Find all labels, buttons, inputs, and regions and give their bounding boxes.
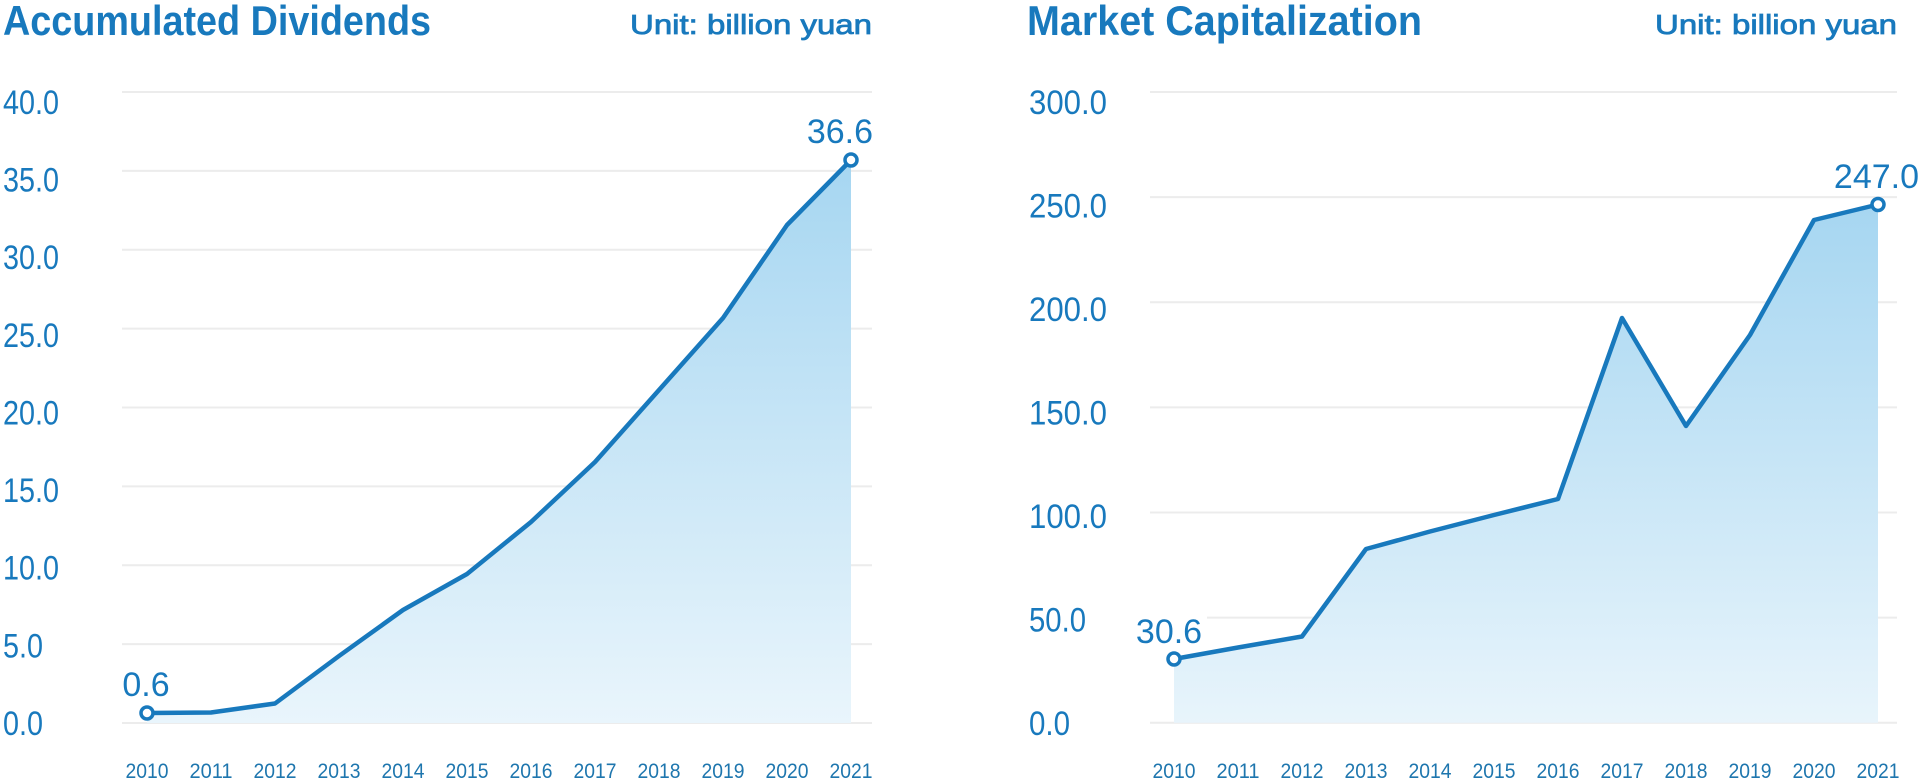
svg-text:2016: 2016 [510,760,553,780]
svg-text:30.6: 30.6 [1136,613,1202,651]
svg-text:Unit: billion yuan: Unit: billion yuan [630,9,872,40]
svg-text:25.0: 25.0 [3,317,59,355]
svg-text:30.0: 30.0 [3,239,59,277]
svg-text:2017: 2017 [1601,760,1644,780]
svg-text:40.0: 40.0 [3,84,59,122]
svg-text:2019: 2019 [1729,760,1772,780]
svg-text:2017: 2017 [574,760,617,780]
svg-text:2020: 2020 [766,760,809,780]
svg-text:0.0: 0.0 [1029,705,1070,743]
svg-text:2010: 2010 [1153,760,1196,780]
svg-text:247.0: 247.0 [1834,158,1919,196]
svg-text:2019: 2019 [702,760,745,780]
svg-text:35.0: 35.0 [3,162,59,200]
svg-text:Accumulated Dividends: Accumulated Dividends [3,0,431,44]
svg-text:2020: 2020 [1793,760,1836,780]
svg-text:300.0: 300.0 [1029,84,1107,122]
svg-text:2016: 2016 [1537,760,1580,780]
svg-text:2015: 2015 [1473,760,1516,780]
svg-text:2021: 2021 [1857,760,1900,780]
svg-text:36.6: 36.6 [807,113,873,151]
svg-text:Unit: billion yuan: Unit: billion yuan [1655,9,1897,40]
svg-text:2018: 2018 [638,760,681,780]
svg-text:200.0: 200.0 [1029,291,1107,329]
svg-text:2018: 2018 [1665,760,1708,780]
svg-text:0.6: 0.6 [122,666,169,704]
svg-text:150.0: 150.0 [1029,394,1107,432]
svg-text:Market Capitalization: Market Capitalization [1027,0,1422,44]
svg-text:2015: 2015 [446,760,489,780]
svg-text:2012: 2012 [254,760,297,780]
svg-text:2011: 2011 [190,760,233,780]
svg-text:100.0: 100.0 [1029,498,1107,536]
svg-text:20.0: 20.0 [3,394,59,432]
svg-text:250.0: 250.0 [1029,188,1107,226]
svg-text:2014: 2014 [1409,760,1452,780]
svg-text:5.0: 5.0 [3,627,43,665]
svg-text:2013: 2013 [1345,760,1388,780]
svg-text:2011: 2011 [1217,760,1260,780]
svg-text:50.0: 50.0 [1029,601,1086,639]
svg-text:15.0: 15.0 [3,472,59,510]
svg-text:2021: 2021 [830,760,873,780]
svg-text:2014: 2014 [382,760,425,780]
svg-text:10.0: 10.0 [3,550,59,588]
svg-text:2012: 2012 [1281,760,1324,780]
svg-text:0.0: 0.0 [3,705,43,743]
svg-text:2013: 2013 [318,760,361,780]
svg-text:2010: 2010 [126,760,169,780]
